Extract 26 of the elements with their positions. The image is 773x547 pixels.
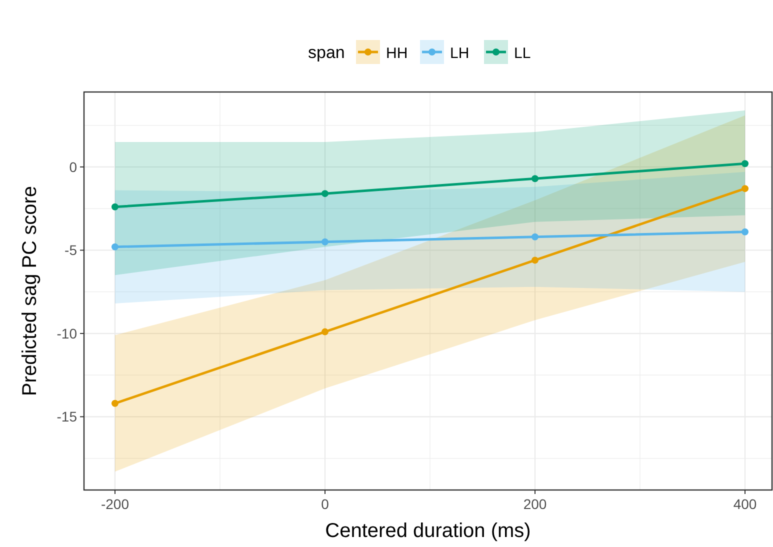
- y-axis-title: Predicted sag PC score: [19, 186, 41, 396]
- x-axis-title: Centered duration (ms): [325, 520, 531, 542]
- point: [111, 400, 118, 407]
- x-tick-label: 400: [733, 496, 757, 512]
- point: [532, 233, 538, 240]
- y-tick-label: 0: [69, 158, 78, 175]
- x-tick-label: 200: [523, 496, 547, 512]
- point: [742, 185, 749, 192]
- x-tick-label: -200: [100, 496, 130, 512]
- legend-title: span: [308, 43, 345, 62]
- legend-label: LH: [450, 45, 470, 62]
- point: [321, 238, 328, 246]
- y-tick-label: -15: [56, 408, 78, 425]
- legend-label: LL: [514, 45, 531, 62]
- point: [742, 228, 749, 236]
- point: [321, 328, 328, 336]
- x-tick-label: 0: [321, 496, 330, 512]
- point: [532, 175, 538, 182]
- point: [532, 256, 538, 264]
- legend-label: HH: [386, 45, 408, 62]
- point: [111, 203, 118, 210]
- y-tick-label: -10: [56, 325, 78, 342]
- point: [742, 160, 749, 168]
- point: [111, 243, 118, 250]
- point: [321, 190, 328, 198]
- y-tick-label: -5: [64, 242, 78, 258]
